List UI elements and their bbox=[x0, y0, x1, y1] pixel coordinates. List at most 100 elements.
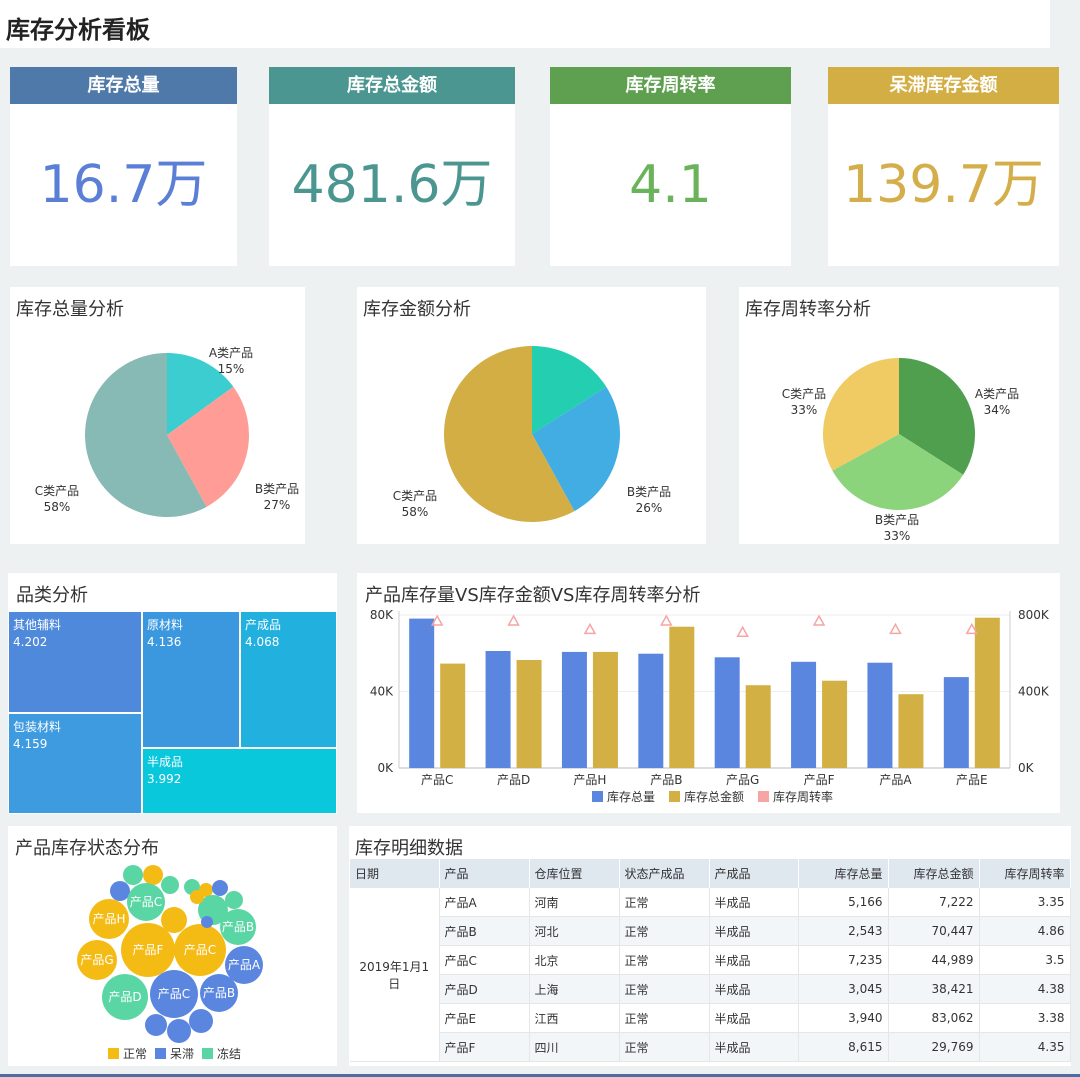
table-cell: 产品B bbox=[439, 916, 530, 946]
table-column-header[interactable]: 库存总金额 bbox=[888, 859, 980, 888]
table-cell: 3.5 bbox=[979, 945, 1071, 975]
bubble[interactable] bbox=[89, 899, 129, 939]
table-row[interactable]: 产品E 江西 正常 半成品 3,940 83,062 3.38 bbox=[350, 1003, 1071, 1033]
treemap-label: 半成品 bbox=[147, 755, 184, 769]
pie-slice[interactable] bbox=[84, 353, 207, 517]
treemap-cell-semi[interactable]: 半成品 3.992 bbox=[142, 748, 337, 814]
bubble[interactable] bbox=[220, 909, 256, 945]
y-right-tick-label: 0K bbox=[1018, 761, 1035, 775]
table-cell: 8,615 bbox=[798, 1032, 889, 1062]
bubble[interactable] bbox=[77, 940, 117, 980]
table-column-header[interactable]: 产成品 bbox=[709, 859, 799, 888]
treemap-value: 4.068 bbox=[245, 635, 280, 649]
bubble[interactable] bbox=[143, 865, 163, 885]
table-column-header[interactable]: 库存周转率 bbox=[979, 859, 1071, 888]
table-row[interactable]: 产品B 河北 正常 半成品 2,543 70,447 4.86 bbox=[350, 916, 1071, 946]
bubble[interactable] bbox=[102, 974, 148, 1020]
bubble[interactable] bbox=[189, 1009, 213, 1033]
turnover-marker[interactable] bbox=[583, 622, 597, 635]
bar-amount[interactable] bbox=[974, 617, 1000, 768]
turnover-marker[interactable] bbox=[430, 614, 444, 626]
bubble[interactable] bbox=[174, 924, 226, 976]
table-row[interactable]: 产品C 北京 正常 半成品 7,235 44,989 3.5 bbox=[350, 945, 1071, 975]
table-cell: 44,989 bbox=[888, 945, 980, 975]
bubble[interactable] bbox=[123, 865, 143, 885]
table-column-header[interactable]: 日期 bbox=[350, 859, 440, 888]
table-row[interactable]: 2019年1月1日 产品A 河南 正常 半成品 5,166 7,222 3.35 bbox=[350, 888, 1071, 1062]
bar-qty[interactable] bbox=[867, 662, 893, 768]
bar-amount[interactable] bbox=[745, 685, 771, 768]
treemap-cell-raw[interactable]: 原材料 4.136 bbox=[142, 611, 240, 748]
pie-slice[interactable] bbox=[532, 346, 607, 434]
bar-qty[interactable] bbox=[791, 661, 817, 768]
turnover-marker[interactable] bbox=[507, 614, 520, 626]
pie-slice[interactable] bbox=[444, 346, 575, 522]
pie-slice[interactable] bbox=[167, 353, 234, 435]
bubble-label: 产品H bbox=[92, 912, 125, 926]
bar-qty[interactable] bbox=[485, 651, 511, 768]
table-column-header[interactable]: 状态产成品 bbox=[619, 859, 710, 888]
pie-slice[interactable] bbox=[832, 434, 964, 510]
legend-label: 冻结 bbox=[217, 1046, 241, 1061]
bar-qty[interactable] bbox=[943, 677, 969, 768]
bar-qty[interactable] bbox=[714, 657, 740, 768]
pie-slice[interactable] bbox=[532, 386, 620, 512]
table-cell: 半成品 bbox=[709, 1003, 799, 1033]
turnover-marker[interactable] bbox=[812, 614, 826, 626]
bar-amount[interactable] bbox=[822, 680, 848, 768]
treemap-cell-finished[interactable]: 产成品 4.068 bbox=[240, 611, 337, 748]
bubble[interactable] bbox=[150, 970, 198, 1018]
treemap-cell-other[interactable]: 其他辅料 4.202 bbox=[8, 611, 142, 713]
bar-amount[interactable] bbox=[669, 626, 695, 768]
bubble[interactable] bbox=[145, 1014, 167, 1036]
bubble[interactable] bbox=[110, 881, 130, 901]
bar-qty[interactable] bbox=[409, 618, 435, 768]
table-column-header[interactable]: 仓库位置 bbox=[529, 859, 620, 888]
bar-amount[interactable] bbox=[592, 651, 618, 768]
bubble[interactable] bbox=[161, 876, 179, 894]
bubble[interactable] bbox=[121, 923, 175, 977]
bubble[interactable] bbox=[201, 916, 213, 928]
bar-amount[interactable] bbox=[516, 660, 542, 768]
bubble[interactable] bbox=[212, 880, 228, 896]
table-cell: 产品D bbox=[439, 974, 530, 1004]
turnover-marker[interactable] bbox=[660, 614, 673, 626]
treemap-value: 4.136 bbox=[147, 635, 182, 649]
table-column-header[interactable]: 库存总量 bbox=[798, 859, 889, 888]
y-left-tick-label: 80K bbox=[370, 608, 394, 622]
bar-amount[interactable] bbox=[898, 694, 924, 768]
turnover-marker[interactable] bbox=[965, 622, 979, 635]
legend-swatch bbox=[592, 791, 603, 802]
treemap-cell-packaging[interactable]: 包装材料 4.159 bbox=[8, 713, 142, 814]
panel-title: 品类分析 bbox=[16, 585, 88, 606]
bubble[interactable] bbox=[127, 883, 165, 921]
pie-slice[interactable] bbox=[899, 358, 975, 475]
turnover-marker[interactable] bbox=[736, 625, 749, 637]
pie-slice[interactable] bbox=[167, 386, 249, 507]
pie-slice-label: C类产品 bbox=[782, 387, 826, 401]
table-cell: 产品A bbox=[439, 888, 530, 917]
table-column-header[interactable]: 产品 bbox=[439, 859, 530, 888]
table-row[interactable]: 产品F 四川 正常 半成品 8,615 29,769 4.35 bbox=[350, 1032, 1071, 1062]
turnover-marker[interactable] bbox=[889, 622, 902, 635]
bubble[interactable] bbox=[225, 891, 243, 909]
x-tick-label: 产品E bbox=[956, 773, 988, 787]
header-divider bbox=[0, 1074, 1080, 1077]
pie-slice[interactable] bbox=[823, 358, 899, 471]
bubble[interactable] bbox=[190, 890, 204, 904]
legend-swatch bbox=[758, 791, 769, 802]
bubble[interactable] bbox=[167, 1019, 191, 1043]
bar-qty[interactable] bbox=[561, 651, 587, 768]
bar-amount[interactable] bbox=[440, 663, 466, 768]
bubble[interactable] bbox=[200, 974, 238, 1012]
table-cell: 半成品 bbox=[709, 888, 799, 917]
bubble[interactable] bbox=[225, 946, 263, 984]
table-header-row: 日期 产品 仓库位置 状态产成品 产成品 库存总量 库存总金额 库存周转率 bbox=[350, 859, 1071, 888]
bubble[interactable] bbox=[161, 907, 187, 933]
x-tick-label: 产品A bbox=[879, 773, 912, 787]
table-row[interactable]: 产品D 上海 正常 半成品 3,045 38,421 4.38 bbox=[350, 974, 1071, 1004]
bar-qty[interactable] bbox=[638, 653, 664, 768]
detail-table: 日期 产品 仓库位置 状态产成品 产成品 库存总量 库存总金额 库存周转率 2019年1月1日… bbox=[350, 859, 1071, 1062]
table-cell: 正常 bbox=[619, 974, 710, 1004]
